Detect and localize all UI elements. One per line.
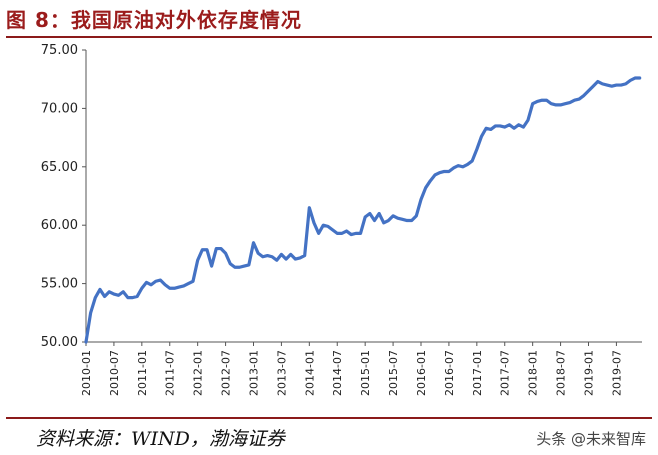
x-tick-label: 2019-01 xyxy=(582,350,595,396)
x-tick-label: 2010-07 xyxy=(108,350,121,396)
x-tick-label: 2014-07 xyxy=(331,350,344,396)
y-tick-label: 60.00 xyxy=(41,218,78,233)
series-line-import-dependence xyxy=(84,76,642,344)
x-tick-label: 2018-01 xyxy=(527,350,540,396)
y-tick-label: 70.00 xyxy=(41,101,78,116)
y-tick-label: 75.00 xyxy=(41,43,78,58)
x-tick-label: 2014-01 xyxy=(303,350,316,396)
x-tick-label: 2016-01 xyxy=(415,350,428,396)
x-tick-label: 2015-01 xyxy=(359,350,372,396)
watermark: 头条 @未来智库 xyxy=(536,430,646,448)
x-tick-label: 2018-07 xyxy=(555,350,568,396)
chart-axes xyxy=(85,50,642,343)
y-tick-label: 55.00 xyxy=(41,277,78,292)
y-axis-ticks: 50.00 55.00 60.00 65.00 70.00 75.00 xyxy=(41,43,86,350)
x-tick-label: 2013-01 xyxy=(247,350,260,396)
x-axis-ticks: 2010-01 2010-07 2011-01 2011-07 2012-01 2012-… xyxy=(80,342,623,396)
x-tick-label: 2012-07 xyxy=(220,350,233,396)
x-tick-label: 2016-07 xyxy=(443,350,456,396)
x-tick-label: 2017-07 xyxy=(499,350,512,396)
source-note: 资料来源：WIND，渤海证券 xyxy=(36,428,285,450)
x-tick-label: 2013-07 xyxy=(275,350,288,396)
x-tick-label: 2010-01 xyxy=(80,350,93,396)
y-tick-label: 65.00 xyxy=(41,160,78,175)
x-tick-label: 2011-07 xyxy=(164,350,177,396)
x-tick-label: 2017-01 xyxy=(471,350,484,396)
figure-title: 图 8：我国原油对外依存度情况 xyxy=(6,8,302,32)
x-tick-label: 2012-01 xyxy=(192,350,205,396)
x-tick-label: 2019-07 xyxy=(610,350,623,396)
top-rule xyxy=(6,36,652,38)
y-tick-label: 50.00 xyxy=(41,335,78,350)
bottom-rule xyxy=(6,417,652,419)
x-tick-label: 2011-01 xyxy=(136,350,149,396)
x-tick-label: 2015-07 xyxy=(387,350,400,396)
